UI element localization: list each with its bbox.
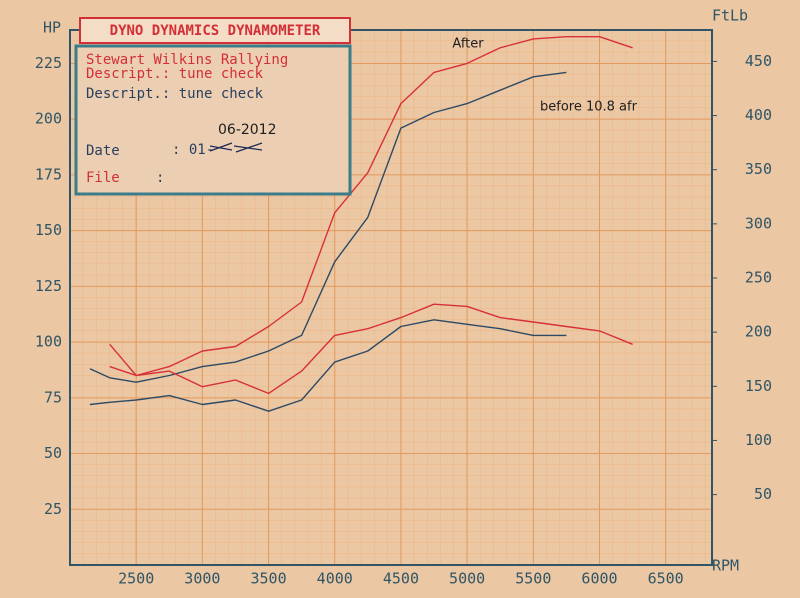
x-tick-label: 4500 xyxy=(383,570,419,588)
x-axis-label: RPM xyxy=(712,557,739,575)
y2-tick-label: 350 xyxy=(745,160,772,178)
y2-tick-label: 450 xyxy=(745,52,772,70)
info-file-value: : xyxy=(156,170,164,186)
y2-tick-label: 400 xyxy=(745,106,772,124)
info-customer: Stewart Wilkins Rallying xyxy=(86,52,288,68)
y-tick-label: 100 xyxy=(35,333,62,351)
y2-tick-label: 300 xyxy=(745,214,772,232)
y-tick-label: 225 xyxy=(35,54,62,72)
plot-frame xyxy=(69,29,713,566)
y2-tick-label: 150 xyxy=(745,377,772,395)
x-tick-label: 5000 xyxy=(449,570,485,588)
annotation: After xyxy=(452,37,484,52)
x-tick-label: 3000 xyxy=(184,570,220,588)
y2-tick-label: 50 xyxy=(754,485,772,503)
series-line xyxy=(109,303,633,395)
y-tick-label: 200 xyxy=(35,110,62,128)
y2-tick-label: 200 xyxy=(745,323,772,341)
annotation: before 10.8 afr xyxy=(540,100,638,115)
x-tick-label: 5500 xyxy=(515,570,551,588)
x-tick-label: 3500 xyxy=(250,570,286,588)
x-tick-label: 4000 xyxy=(317,570,353,588)
info-description: Descript.: tune check xyxy=(86,86,264,102)
y-tick-label: 75 xyxy=(44,388,62,406)
series-line xyxy=(89,319,567,412)
info-file-label: File xyxy=(86,170,120,186)
x-tick-label: 6500 xyxy=(648,570,684,588)
info-date-handwritten: 06-2012 xyxy=(218,122,277,138)
info-description: Descript.: tune check xyxy=(86,66,264,82)
y-tick-label: 175 xyxy=(35,165,62,183)
y2-tick-label: 250 xyxy=(745,269,772,287)
y-tick-label: 125 xyxy=(35,277,62,295)
info-box xyxy=(74,44,352,196)
y-axis-label: HP xyxy=(43,19,61,37)
info-date-label: Date xyxy=(86,143,120,159)
info-title-box xyxy=(79,17,351,44)
info-title: DYNO DYNAMICS DYNAMOMETER xyxy=(110,23,321,39)
info-date-value: : 01- xyxy=(172,142,214,158)
y-tick-label: 25 xyxy=(44,500,62,518)
series-line xyxy=(109,36,633,377)
y2-tick-label: 100 xyxy=(745,431,772,449)
x-tick-label: 6000 xyxy=(581,570,617,588)
series-line xyxy=(89,71,567,383)
y-tick-label: 150 xyxy=(35,221,62,239)
x-tick-label: 2500 xyxy=(118,570,154,588)
y2-axis-label: FtLb xyxy=(712,7,748,25)
y-tick-label: 50 xyxy=(44,444,62,462)
crossed-out-date xyxy=(209,142,263,153)
